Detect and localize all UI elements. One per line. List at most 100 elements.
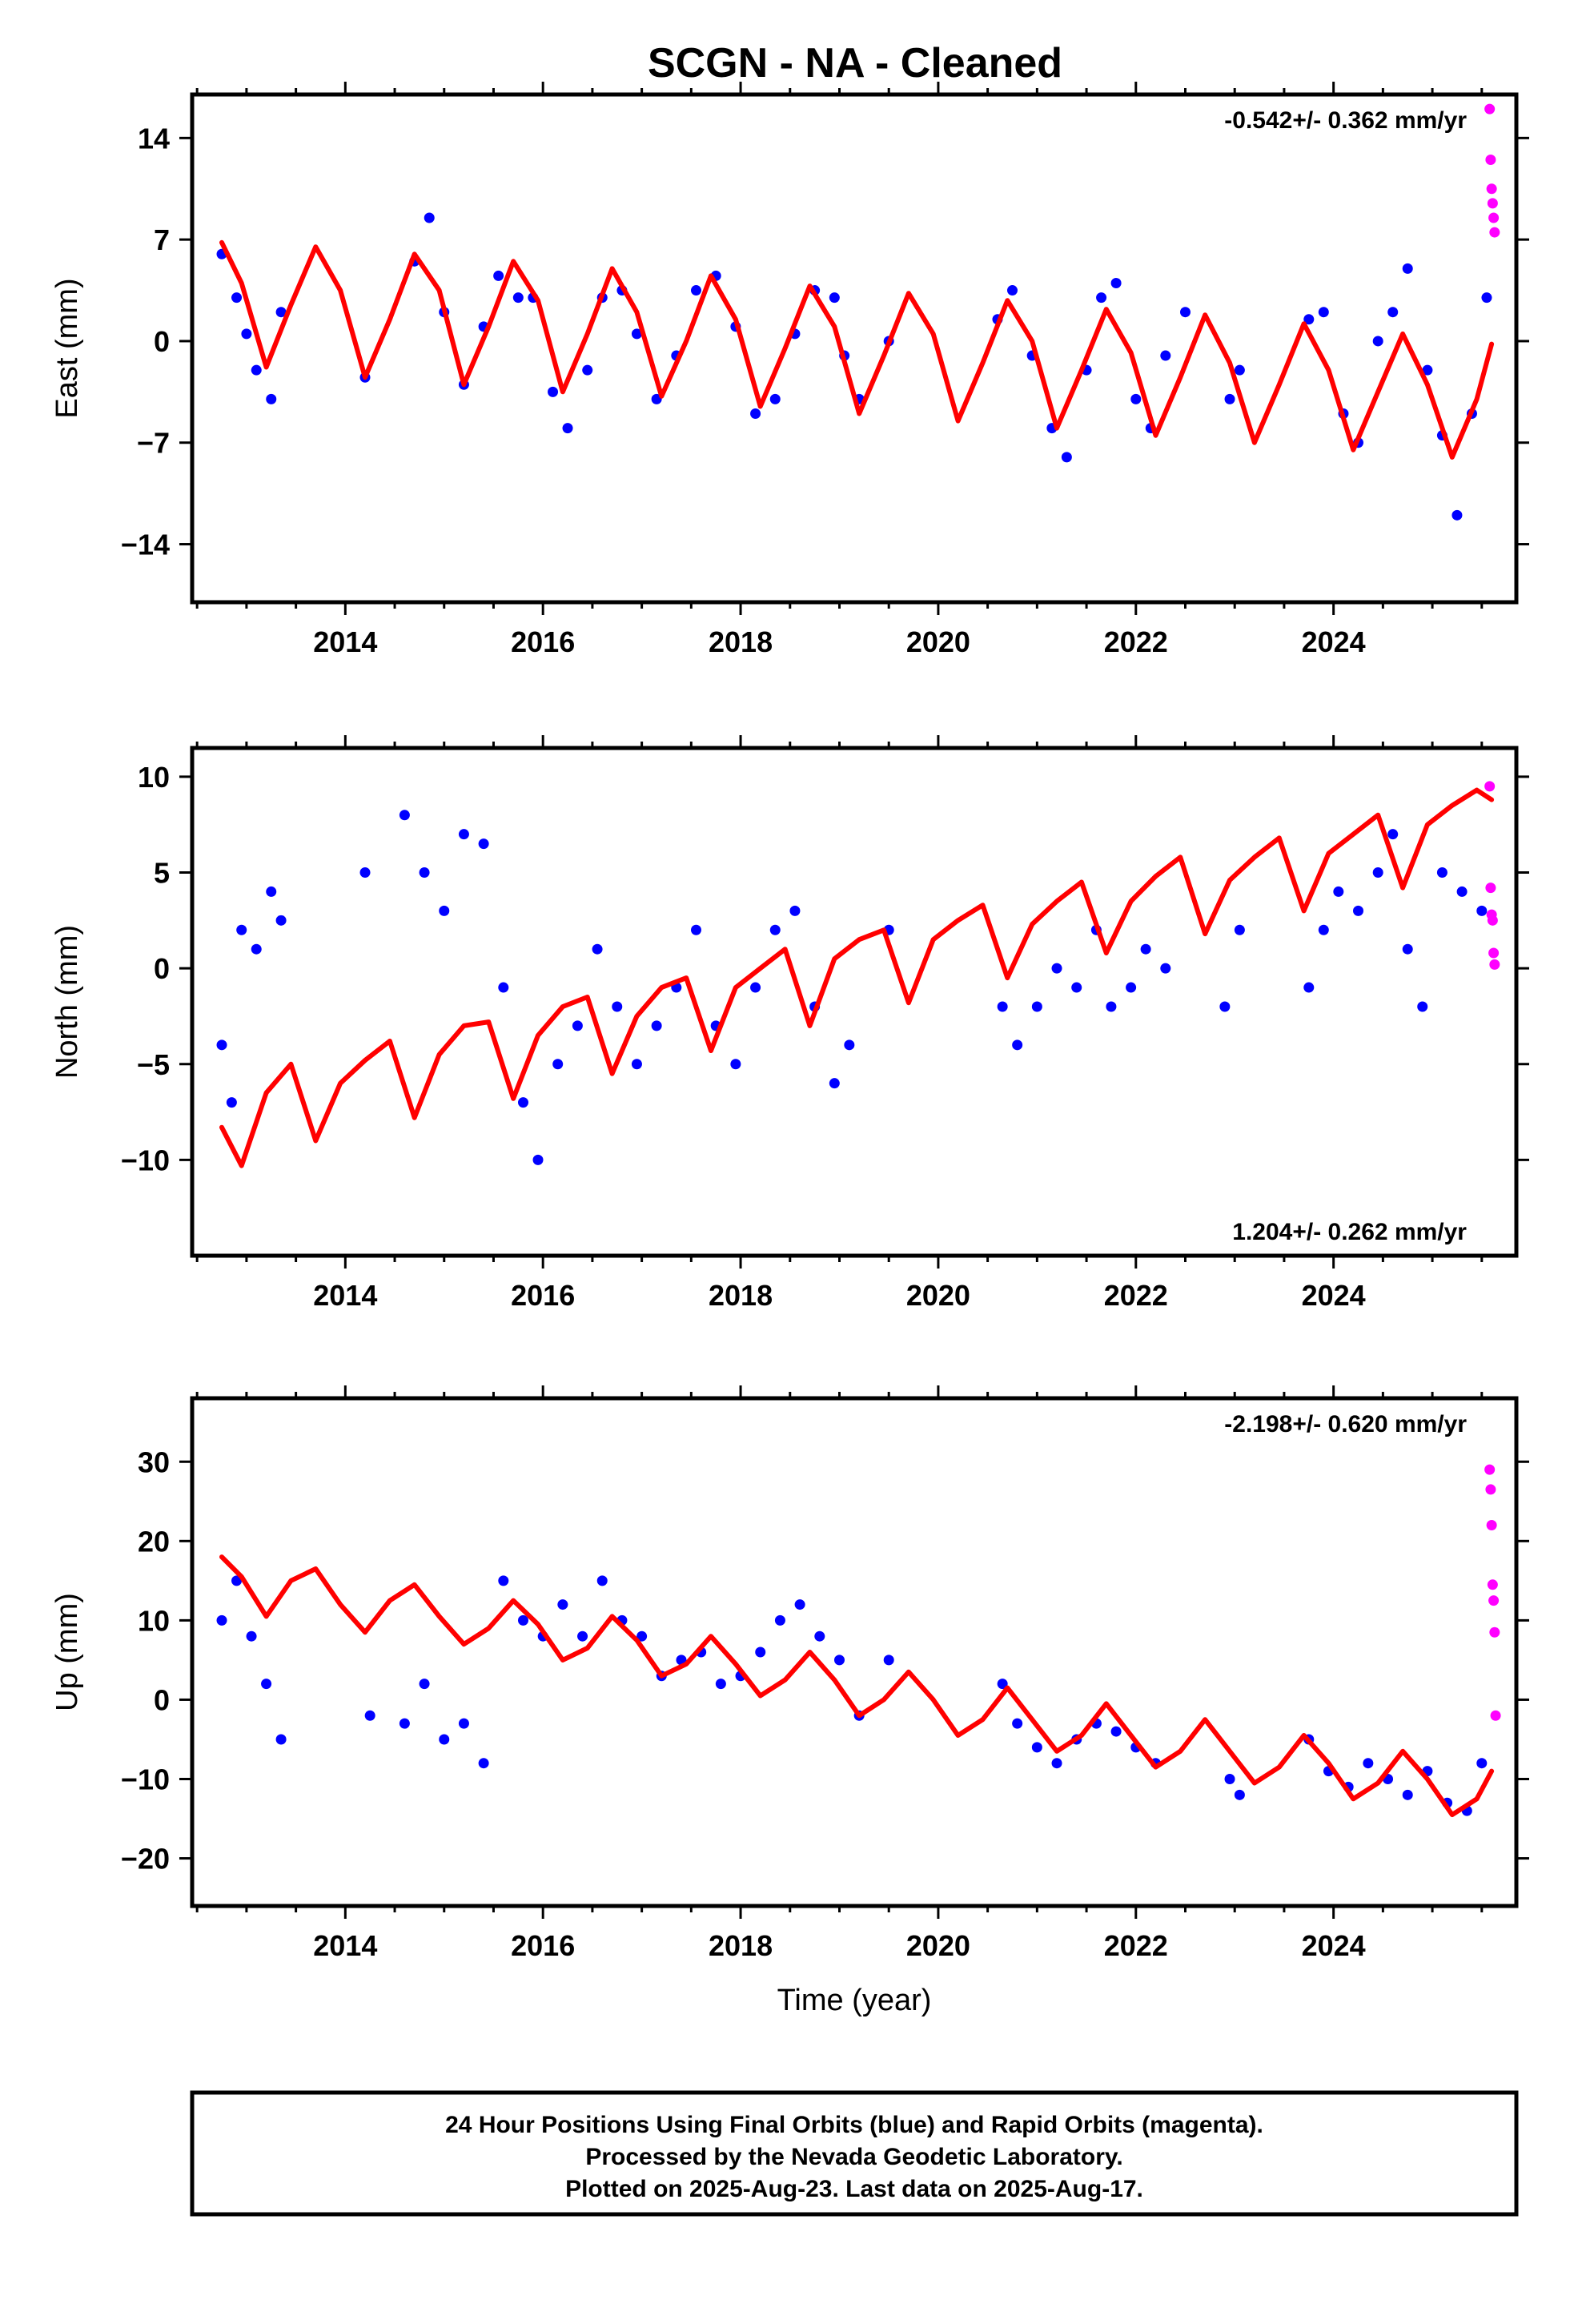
east-final-point <box>1180 307 1191 318</box>
north-final-point <box>1417 1001 1428 1012</box>
up-final-point <box>498 1575 509 1586</box>
up-ytick-label: 0 <box>154 1683 170 1716</box>
north-final-point <box>844 1039 855 1051</box>
up-rapid-point <box>1486 1520 1497 1530</box>
north-final-point <box>439 905 450 916</box>
east-ytick-label: −7 <box>137 427 170 460</box>
up-final-point <box>518 1614 528 1626</box>
north-final-point <box>1140 943 1151 955</box>
north-final-point <box>532 1154 544 1165</box>
figure-title: SCGN - NA - Cleaned <box>648 40 1062 86</box>
north-rapid-point <box>1488 947 1500 959</box>
up-xlabel: Time (year) <box>777 1984 932 2017</box>
north-final-point <box>612 1001 623 1012</box>
up-ytick-label: 20 <box>138 1525 170 1558</box>
footer-line-2: Processed by the Nevada Geodetic Laborat… <box>585 2144 1122 2170</box>
up-final-point <box>1363 1758 1374 1769</box>
north-ytick-label: −10 <box>121 1144 170 1176</box>
east-rate-label: -0.542+/- 0.362 mm/yr <box>1224 107 1467 134</box>
north-final-point <box>1387 829 1399 840</box>
north-final-point <box>1456 886 1468 897</box>
north-rapid-point <box>1489 959 1500 970</box>
north-final-point <box>1012 1039 1023 1051</box>
up-final-point <box>814 1630 825 1642</box>
up-ytick-label: 10 <box>138 1604 170 1637</box>
east-final-point <box>1387 307 1399 318</box>
east-xtick-label: 2022 <box>1104 625 1168 658</box>
east-final-point <box>251 364 262 376</box>
north-xtick-label: 2016 <box>511 1279 575 1312</box>
north-rapid-point <box>1487 915 1498 926</box>
north-final-point <box>458 829 469 840</box>
north-final-point <box>226 1097 237 1108</box>
north-final-point <box>1476 905 1488 916</box>
east-xtick-label: 2020 <box>906 625 970 658</box>
east-model-curve <box>219 239 1495 460</box>
east-xtick-label: 2024 <box>1302 625 1366 658</box>
east-final-point <box>1402 263 1413 274</box>
north-final-point <box>1372 867 1383 879</box>
up-rapid-point <box>1487 1579 1498 1590</box>
up-final-point <box>774 1614 785 1626</box>
up-final-point <box>755 1647 766 1658</box>
up-rapid-point <box>1489 1626 1500 1638</box>
north-final-point <box>216 1039 227 1051</box>
north-final-point <box>1031 1001 1042 1012</box>
north-ylabel: North (mm) <box>50 925 84 1079</box>
up-final-point <box>261 1679 272 1690</box>
east-final-point <box>1234 364 1245 376</box>
up-model-curve <box>219 1554 1495 1818</box>
east-final-point <box>1372 336 1383 347</box>
up-final-point <box>478 1758 489 1769</box>
north-final-point <box>691 924 702 935</box>
up-final-point <box>883 1655 894 1666</box>
up-xtick-label: 2014 <box>313 1929 377 1962</box>
up-final-point <box>833 1655 845 1666</box>
east-final-point <box>1452 509 1463 521</box>
east-final-point <box>1160 350 1171 361</box>
up-rapid-point <box>1484 1464 1496 1475</box>
north-final-point <box>1160 963 1171 974</box>
north-final-point <box>518 1097 528 1108</box>
east-final-point <box>562 423 573 434</box>
east-rapid-point <box>1489 227 1500 238</box>
up-ytick-label: −10 <box>121 1763 170 1796</box>
north-final-point <box>478 838 489 850</box>
north-plot-frame <box>190 746 1519 1258</box>
up-final-point <box>596 1575 608 1586</box>
east-xtick-label: 2014 <box>313 625 377 658</box>
up-rapid-point <box>1488 1595 1500 1606</box>
up-xtick-label: 2020 <box>906 1929 970 1962</box>
north-panel: North (mm) 1.204+/- 0.262 mm/yr 2014 2016… <box>50 735 1529 1312</box>
up-final-point <box>1051 1758 1062 1769</box>
north-final-point <box>552 1059 564 1070</box>
up-xtick-label: 2016 <box>511 1929 575 1962</box>
east-final-point <box>275 307 287 318</box>
up-final-point <box>577 1630 588 1642</box>
east-final-point <box>1006 285 1018 296</box>
north-final-point <box>399 810 410 821</box>
north-xtick-label: 2020 <box>906 1279 970 1312</box>
up-final-point <box>1402 1789 1413 1800</box>
north-final-point <box>498 982 509 993</box>
up-final-point <box>715 1679 726 1690</box>
up-rapid-point <box>1490 1710 1501 1721</box>
up-final-point <box>1031 1742 1042 1753</box>
east-final-point <box>548 386 559 397</box>
east-final-point <box>493 270 504 281</box>
north-final-point <box>1436 867 1447 879</box>
up-final-point <box>419 1679 430 1690</box>
east-final-point <box>1422 364 1433 376</box>
east-final-point <box>750 408 761 420</box>
north-ytick-label: 5 <box>154 857 170 890</box>
up-final-point <box>439 1734 450 1745</box>
north-final-point <box>769 924 781 935</box>
up-xtick-label: 2024 <box>1302 1929 1366 1962</box>
north-xtick-label: 2024 <box>1302 1279 1366 1312</box>
footer-box: 24 Hour Positions Using Final Orbits (bl… <box>190 2090 1519 2217</box>
footer-line-1: 24 Hour Positions Using Final Orbits (bl… <box>445 2112 1263 2138</box>
north-final-point <box>419 867 430 879</box>
east-panel: East (mm) -0.542+/- 0.362 mm/yr 2014 2016… <box>50 82 1529 658</box>
up-final-point <box>1224 1774 1235 1784</box>
east-final-point <box>1303 314 1315 325</box>
